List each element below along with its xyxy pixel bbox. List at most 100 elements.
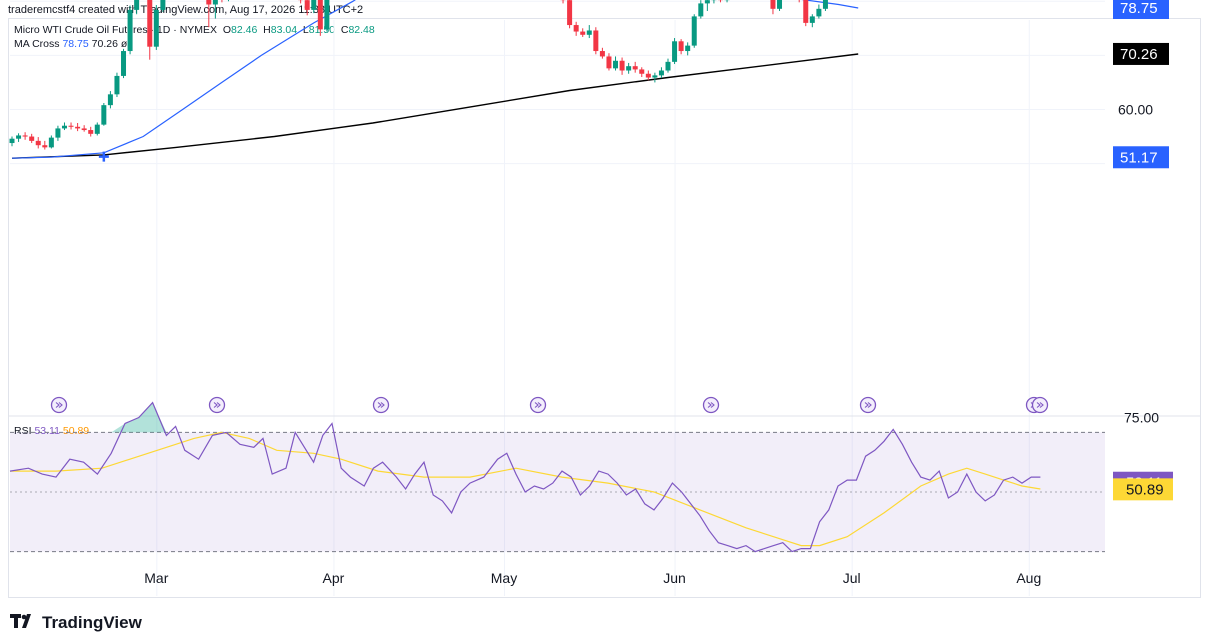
candle-body[interactable] xyxy=(567,0,573,26)
price-badge xyxy=(1113,0,1169,20)
candle-body[interactable] xyxy=(153,9,159,47)
candle-body[interactable] xyxy=(61,125,67,129)
ma-fast-value: 78.75 xyxy=(62,38,89,50)
event-arrow-icon xyxy=(377,402,385,408)
candle-body[interactable] xyxy=(619,60,625,71)
candle-body[interactable] xyxy=(652,75,658,78)
rsi-value-badge: 50.89 xyxy=(1126,481,1164,498)
candle-body[interactable] xyxy=(593,30,599,52)
candle-body[interactable] xyxy=(81,128,87,131)
time-axis-label: Apr xyxy=(323,570,345,586)
candle-body[interactable] xyxy=(114,75,120,95)
candle-body[interactable] xyxy=(304,0,310,10)
ma-cross-marker-icon[interactable] xyxy=(98,151,109,162)
rsi-band xyxy=(10,432,1105,552)
chart-frame xyxy=(8,18,1201,598)
candle-body[interactable] xyxy=(580,31,586,35)
candle-body[interactable] xyxy=(586,30,592,35)
candle-body[interactable] xyxy=(160,0,166,10)
candle-body[interactable] xyxy=(94,124,100,134)
candle-body[interactable] xyxy=(770,0,776,9)
ma-value-badge: 70.26 xyxy=(1120,46,1158,63)
rsi-line[interactable] xyxy=(9,401,1041,553)
candle-body[interactable] xyxy=(658,70,664,76)
candle-body[interactable] xyxy=(639,69,645,74)
rsi-ma-line[interactable] xyxy=(10,431,1041,547)
rsi-value: 53.11 xyxy=(34,425,60,437)
candle-body[interactable] xyxy=(75,126,81,129)
event-arrow-icon xyxy=(213,402,221,408)
rsi-badge xyxy=(1113,478,1173,501)
candle-body[interactable] xyxy=(809,16,815,23)
rsi-label: RSI xyxy=(14,425,32,437)
candle-body[interactable] xyxy=(599,51,605,57)
candle-body[interactable] xyxy=(691,16,697,46)
tradingview-logo-icon xyxy=(10,613,36,633)
time-axis-label: Mar xyxy=(144,570,168,586)
tradingview-logo: TradingView xyxy=(10,613,142,633)
candle-body[interactable] xyxy=(606,56,612,69)
time-axis-label: May xyxy=(491,570,517,586)
event-arrow-icon xyxy=(864,402,872,408)
candle-body[interactable] xyxy=(645,73,651,78)
candle-body[interactable] xyxy=(777,0,783,9)
candle-body[interactable] xyxy=(29,136,35,141)
candle-body[interactable] xyxy=(816,8,822,17)
event-arrow-icon xyxy=(707,402,715,408)
candle-body[interactable] xyxy=(68,125,74,127)
candle-body[interactable] xyxy=(573,25,579,32)
candle-body[interactable] xyxy=(107,94,113,106)
symbol-title[interactable]: Micro WTI Crude Oil Futures · 1D · NYMEX xyxy=(14,24,218,36)
candle-body[interactable] xyxy=(678,41,684,52)
candle-body[interactable] xyxy=(16,135,22,139)
candle-body[interactable] xyxy=(311,0,317,10)
price-badge xyxy=(1113,42,1169,65)
ma-fast-line[interactable] xyxy=(11,0,859,159)
candle-body[interactable] xyxy=(127,9,133,52)
ma-cross-label: MA Cross xyxy=(14,38,60,50)
candle-body[interactable] xyxy=(134,0,140,10)
candle-body[interactable] xyxy=(613,60,619,69)
candle-body[interactable] xyxy=(698,3,704,17)
candle-body[interactable] xyxy=(147,0,153,47)
ohlc-open: O82.46 xyxy=(222,24,258,36)
candle-body[interactable] xyxy=(22,135,28,137)
rsi-ma-value: 50.89 xyxy=(62,425,90,437)
rsi-legend[interactable]: RSI 53.11 50.89 xyxy=(14,425,89,437)
candle-body[interactable] xyxy=(88,130,94,134)
ma-slow-line[interactable] xyxy=(11,53,859,159)
candle-body[interactable] xyxy=(822,0,828,9)
candle-body[interactable] xyxy=(803,0,809,23)
candle-body[interactable] xyxy=(672,41,678,62)
time-axis-label: Aug xyxy=(1016,570,1041,586)
candle-body[interactable] xyxy=(101,105,107,125)
candle-body[interactable] xyxy=(324,0,330,30)
candle-body[interactable] xyxy=(206,0,212,5)
candle-body[interactable] xyxy=(48,137,54,148)
time-axis-label: Jun xyxy=(663,570,686,586)
candle-body[interactable] xyxy=(121,51,127,76)
candle-body[interactable] xyxy=(632,66,638,70)
event-arrow-icon xyxy=(534,402,542,408)
candle-body[interactable] xyxy=(42,145,48,148)
event-arrow-icon xyxy=(55,402,63,408)
ma-settings-icon[interactable]: ø xyxy=(120,38,128,50)
candle-body[interactable] xyxy=(317,0,323,30)
rsi-overbought-fill xyxy=(111,402,167,433)
ohlc-close: C82.48 xyxy=(340,24,375,36)
ma-value-badge: 78.75 xyxy=(1120,0,1158,17)
price-axis-label: 60.00 xyxy=(1118,101,1153,117)
candle-body[interactable] xyxy=(685,45,691,52)
tradingview-brand: TradingView xyxy=(42,613,142,632)
candle-body[interactable] xyxy=(704,0,710,4)
candle-body[interactable] xyxy=(35,140,41,146)
candle-body[interactable] xyxy=(212,0,218,5)
time-axis-label: Jul xyxy=(843,570,861,586)
candle-body[interactable] xyxy=(665,61,671,71)
price-badge xyxy=(1113,146,1169,169)
candle-body[interactable] xyxy=(9,138,15,144)
ma-cross-legend[interactable]: MA Cross 78.75 70.26 ø xyxy=(14,38,127,50)
candle-body[interactable] xyxy=(626,66,632,71)
candle-body[interactable] xyxy=(55,128,61,138)
